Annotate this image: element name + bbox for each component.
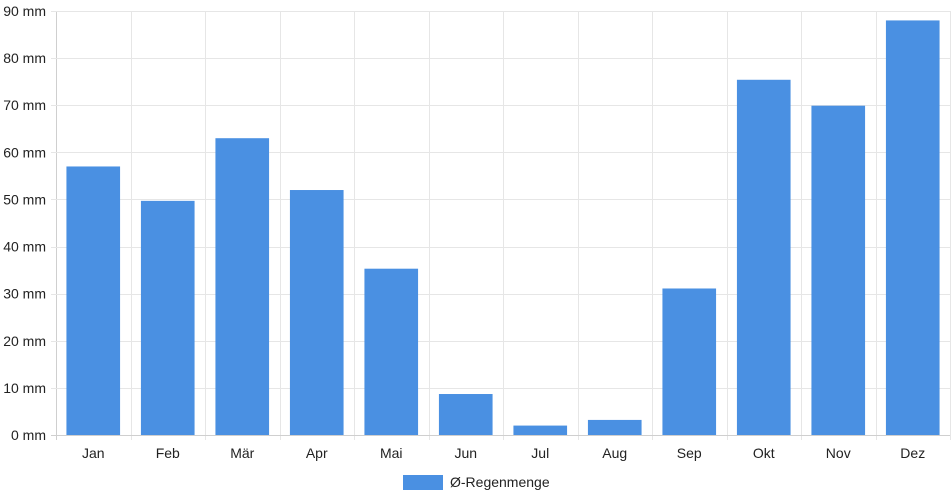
legend-swatch bbox=[403, 475, 443, 490]
y-tick-label: 10 mm bbox=[3, 380, 46, 396]
vertical-grid bbox=[56, 11, 951, 440]
x-tick-label: Okt bbox=[753, 445, 775, 461]
y-tick-label: 80 mm bbox=[3, 50, 46, 66]
bar bbox=[736, 79, 791, 435]
x-tick-label: Jan bbox=[82, 445, 105, 461]
x-tick-label: Mai bbox=[380, 445, 403, 461]
y-tick-label: 30 mm bbox=[3, 286, 46, 302]
bar bbox=[215, 138, 270, 435]
y-axis-tick-labels: 0 mm 10 mm 20 mm 30 mm 40 mm 50 mm 60 mm 70 mm 8… bbox=[3, 3, 46, 443]
bar bbox=[289, 190, 344, 435]
x-tick-label: Jun bbox=[454, 445, 477, 461]
x-tick-label: Nov bbox=[826, 445, 851, 461]
x-axis-tick-labels: Jan Feb Mär Apr Mai Jun Jul Aug Sep Okt Nov Dez bbox=[82, 445, 925, 461]
bar bbox=[438, 394, 493, 435]
bar bbox=[364, 268, 419, 435]
x-tick-label: Feb bbox=[156, 445, 180, 461]
legend-label: Ø-Regenmenge bbox=[450, 474, 550, 490]
x-tick-label: Aug bbox=[602, 445, 627, 461]
bar bbox=[662, 288, 717, 435]
y-tick-label: 60 mm bbox=[3, 144, 46, 160]
x-tick-label: Sep bbox=[677, 445, 702, 461]
y-tick-label: 50 mm bbox=[3, 191, 46, 207]
bar bbox=[885, 20, 940, 436]
legend: Ø-Regenmenge bbox=[403, 474, 550, 490]
bar-series bbox=[66, 20, 940, 436]
y-tick-label: 40 mm bbox=[3, 239, 46, 255]
y-tick-label: 90 mm bbox=[3, 3, 46, 19]
bar bbox=[587, 419, 642, 435]
bar bbox=[66, 166, 121, 435]
x-tick-label: Jul bbox=[531, 445, 549, 461]
x-tick-label: Mär bbox=[230, 445, 254, 461]
bar bbox=[140, 200, 195, 435]
horizontal-grid bbox=[51, 11, 950, 436]
y-tick-label: 70 mm bbox=[3, 97, 46, 113]
x-tick-label: Apr bbox=[306, 445, 328, 461]
bar bbox=[811, 105, 866, 436]
y-tick-label: 0 mm bbox=[11, 427, 46, 443]
bar bbox=[513, 425, 568, 435]
y-tick-label: 20 mm bbox=[3, 333, 46, 349]
x-tick-label: Dez bbox=[900, 445, 925, 461]
